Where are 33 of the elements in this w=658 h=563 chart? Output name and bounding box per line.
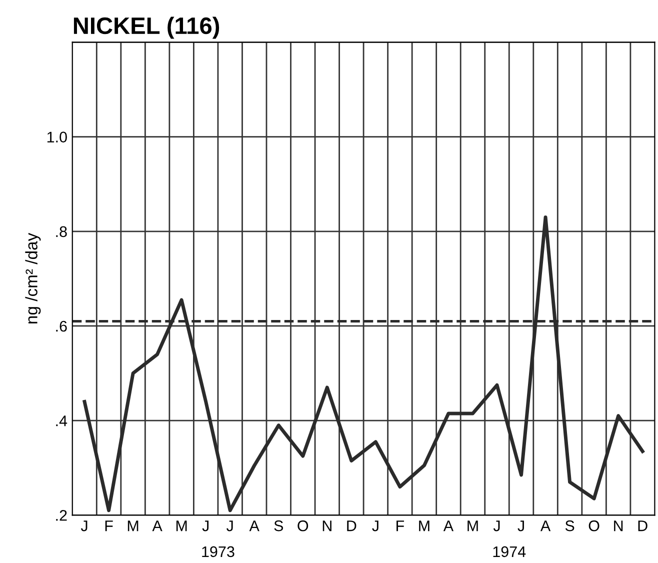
x-tick-label: M [468, 520, 478, 532]
x-tick-label: M [176, 520, 187, 532]
x-tick-label: O [298, 520, 308, 532]
x-tick-label: J [372, 520, 378, 532]
x-tick-label: O [588, 520, 600, 532]
text: 1973 [202, 546, 234, 558]
x-tick-label: J [518, 520, 524, 532]
y-tick-label: .4 [56, 416, 68, 426]
x-tick-label: F [105, 520, 113, 532]
x-tick-label: F [396, 520, 404, 532]
x-tick-label: D [638, 520, 648, 532]
x-tick-label: J [493, 520, 500, 532]
y-axis-title: ng /cm² /day [25, 232, 41, 324]
x-tick-label: S [565, 520, 574, 532]
x-tick-label: N [322, 520, 332, 532]
y-tick-label: .2 [56, 510, 67, 521]
x-tick-label: J [202, 520, 209, 532]
y-tick-label: 1.0 [47, 132, 67, 142]
x-tick-label: M [419, 520, 430, 532]
x-tick-label: M [128, 520, 138, 532]
x-tick-label: A [540, 520, 551, 532]
x-tick-label: J [80, 520, 88, 532]
x-tick-label: S [274, 520, 284, 532]
x-tick-label: N [614, 520, 623, 532]
x-tick-label: J [226, 520, 233, 532]
chart-title: NICKEL (116) [74, 16, 220, 39]
x-tick-label: A [443, 520, 454, 532]
x-tick-label: D [347, 520, 356, 532]
text: 1974 [493, 546, 526, 558]
y-tick-label: .8 [56, 226, 67, 238]
y-tick-label: .6 [56, 320, 67, 332]
x-tick-label: A [249, 520, 260, 532]
x-tick-label: A [152, 520, 162, 532]
